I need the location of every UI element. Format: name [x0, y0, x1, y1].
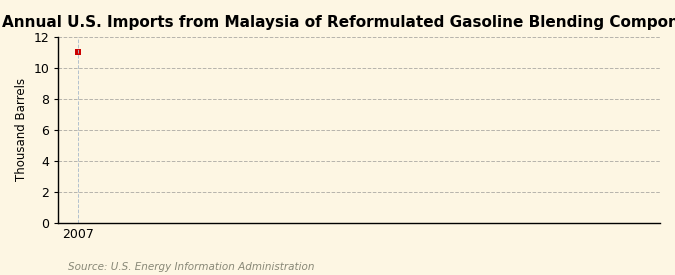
Title: Annual U.S. Imports from Malaysia of Reformulated Gasoline Blending Components: Annual U.S. Imports from Malaysia of Ref…	[2, 15, 675, 30]
Text: Source: U.S. Energy Information Administration: Source: U.S. Energy Information Administ…	[68, 262, 314, 272]
Y-axis label: Thousand Barrels: Thousand Barrels	[15, 78, 28, 182]
